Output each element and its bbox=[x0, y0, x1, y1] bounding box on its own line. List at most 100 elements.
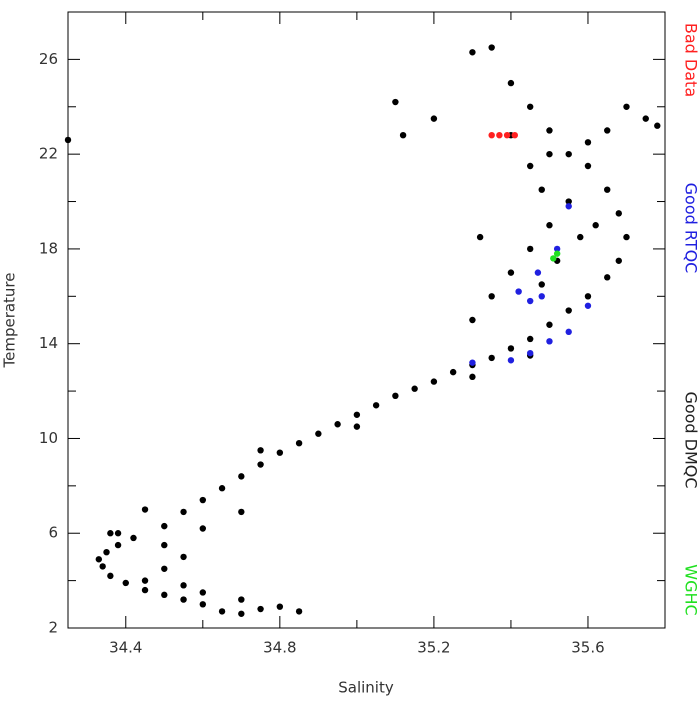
point bbox=[604, 127, 610, 133]
point bbox=[469, 374, 475, 380]
point bbox=[142, 577, 148, 583]
y-tick-label: 2 bbox=[48, 619, 58, 637]
point bbox=[566, 329, 572, 335]
point bbox=[527, 104, 533, 110]
point bbox=[142, 587, 148, 593]
point bbox=[604, 186, 610, 192]
point bbox=[123, 580, 129, 586]
point bbox=[161, 592, 167, 598]
point bbox=[161, 523, 167, 529]
point bbox=[200, 589, 206, 595]
point bbox=[180, 554, 186, 560]
point bbox=[539, 281, 545, 287]
legend-entry: Bad Data bbox=[682, 23, 700, 97]
point bbox=[400, 132, 406, 138]
point bbox=[527, 163, 533, 169]
point bbox=[515, 288, 521, 294]
point bbox=[99, 563, 105, 569]
point bbox=[65, 137, 71, 143]
y-tick-label: 6 bbox=[48, 524, 58, 542]
point bbox=[450, 369, 456, 375]
point bbox=[277, 603, 283, 609]
point bbox=[130, 535, 136, 541]
point bbox=[585, 163, 591, 169]
plot-frame bbox=[68, 12, 665, 628]
point bbox=[488, 132, 494, 138]
point bbox=[539, 293, 545, 299]
x-tick-label: 34.4 bbox=[109, 639, 142, 657]
x-tick-label: 34.8 bbox=[263, 639, 296, 657]
point bbox=[315, 431, 321, 437]
y-axis-label: Temperature bbox=[1, 272, 19, 368]
point bbox=[546, 338, 552, 344]
point bbox=[535, 269, 541, 275]
point bbox=[546, 151, 552, 157]
point bbox=[577, 234, 583, 240]
point bbox=[257, 606, 263, 612]
point bbox=[488, 44, 494, 50]
point bbox=[566, 151, 572, 157]
y-tick-label: 10 bbox=[39, 429, 58, 447]
point bbox=[238, 473, 244, 479]
point bbox=[592, 222, 598, 228]
point bbox=[431, 378, 437, 384]
point bbox=[585, 293, 591, 299]
point bbox=[539, 186, 545, 192]
point bbox=[115, 542, 121, 548]
point bbox=[411, 386, 417, 392]
point bbox=[488, 293, 494, 299]
x-tick-label: 35.2 bbox=[417, 639, 450, 657]
point bbox=[546, 127, 552, 133]
point bbox=[504, 132, 510, 138]
point bbox=[200, 497, 206, 503]
point bbox=[161, 542, 167, 548]
point bbox=[180, 582, 186, 588]
point bbox=[392, 393, 398, 399]
point bbox=[527, 350, 533, 356]
y-tick-label: 14 bbox=[39, 334, 58, 352]
point bbox=[554, 250, 560, 256]
point bbox=[496, 132, 502, 138]
point bbox=[107, 530, 113, 536]
point bbox=[334, 421, 340, 427]
point bbox=[508, 80, 514, 86]
point bbox=[103, 549, 109, 555]
point bbox=[180, 596, 186, 602]
point bbox=[508, 345, 514, 351]
point bbox=[238, 509, 244, 515]
point bbox=[161, 566, 167, 572]
point bbox=[373, 402, 379, 408]
point bbox=[238, 596, 244, 602]
point bbox=[469, 317, 475, 323]
point bbox=[527, 246, 533, 252]
point bbox=[469, 49, 475, 55]
point bbox=[623, 234, 629, 240]
point bbox=[142, 506, 148, 512]
point bbox=[115, 530, 121, 536]
point bbox=[107, 573, 113, 579]
point bbox=[180, 509, 186, 515]
point bbox=[527, 336, 533, 342]
point bbox=[238, 611, 244, 617]
point bbox=[488, 355, 494, 361]
point bbox=[566, 203, 572, 209]
point bbox=[546, 222, 552, 228]
point bbox=[257, 461, 263, 467]
point bbox=[296, 440, 302, 446]
point bbox=[96, 556, 102, 562]
legend-entry: WGHC bbox=[682, 564, 700, 615]
point bbox=[257, 447, 263, 453]
point bbox=[469, 359, 475, 365]
point bbox=[354, 423, 360, 429]
point bbox=[566, 307, 572, 313]
point bbox=[527, 298, 533, 304]
point bbox=[508, 269, 514, 275]
x-axis-label: Salinity bbox=[338, 679, 394, 697]
point bbox=[354, 412, 360, 418]
point bbox=[200, 601, 206, 607]
point bbox=[477, 234, 483, 240]
y-tick-label: 22 bbox=[39, 145, 58, 163]
point bbox=[219, 608, 225, 614]
point bbox=[623, 104, 629, 110]
